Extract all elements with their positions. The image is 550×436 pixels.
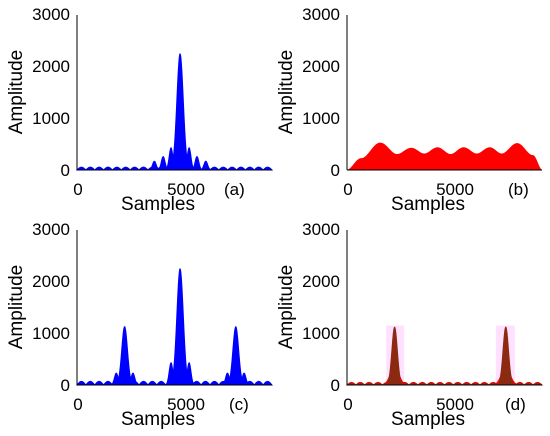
panel-b-tag: (b) — [508, 180, 529, 199]
panel-d-ytick: 1000 — [302, 324, 340, 343]
panel-c-xlabel: Samples — [121, 409, 195, 430]
panel-b-ylabel: Amplitude — [276, 50, 297, 135]
panel-c-ytick: 1000 — [32, 324, 70, 343]
series-area — [75, 53, 274, 171]
panel-d-tag: (d) — [505, 395, 526, 414]
panel-b-ytick: 2000 — [302, 57, 340, 76]
panel-c-ylabel: Amplitude — [6, 265, 27, 350]
panel-a-ylabel: Amplitude — [6, 50, 27, 135]
panel-d-ytick: 2000 — [302, 272, 340, 291]
panel-b-xtick: 5000 — [436, 180, 474, 199]
panel-a-xtick: 0 — [73, 180, 82, 199]
panel-b-xtick: 0 — [343, 180, 352, 199]
panel-b-plot — [346, 142, 543, 171]
series-area — [75, 268, 274, 386]
panel-d-ylabel: Amplitude — [276, 265, 297, 350]
panel-c-xtick: 0 — [73, 395, 82, 414]
panel-c-xtick: 5000 — [167, 395, 205, 414]
panel-a-ytick: 3000 — [32, 5, 70, 24]
panel-d-ytick: 0 — [331, 376, 340, 395]
panel-a-ytick: 0 — [61, 161, 70, 180]
panel-c: 3000 2000 1000 0 0 5000 (c) Samples Ampl… — [6, 220, 274, 430]
panel-d-plot — [345, 325, 544, 386]
panel-c-tag: (c) — [229, 395, 249, 414]
series-area — [346, 142, 543, 171]
panel-a-xlabel: Samples — [121, 194, 195, 215]
panel-d-xlabel: Samples — [391, 409, 465, 430]
panel-b-ytick: 1000 — [302, 109, 340, 128]
panel-b-ytick: 0 — [331, 161, 340, 180]
panel-c-ytick: 0 — [61, 376, 70, 395]
panel-b-ytick: 3000 — [302, 5, 340, 24]
panel-a-ytick: 2000 — [32, 57, 70, 76]
panel-a-plot — [75, 53, 274, 171]
panel-c-plot — [75, 268, 274, 386]
panel-a-xtick: 5000 — [167, 180, 205, 199]
panel-b-xlabel: Samples — [391, 194, 465, 215]
panel-a: 3000 2000 1000 0 0 5000 (a) Samples Ampl… — [6, 5, 274, 215]
panel-d-ytick: 3000 — [302, 220, 340, 239]
panel-a-tag: (a) — [224, 180, 245, 199]
panel-d-xtick: 0 — [343, 395, 352, 414]
panel-d: 3000 2000 1000 0 0 5000 (d) Samples Ampl… — [276, 220, 544, 430]
panel-c-ytick: 3000 — [32, 220, 70, 239]
panel-a-ytick: 1000 — [32, 109, 70, 128]
panel-c-ytick: 2000 — [32, 272, 70, 291]
panel-d-xtick: 5000 — [436, 395, 474, 414]
panel-b: 3000 2000 1000 0 0 5000 (b) Samples Ampl… — [276, 5, 543, 215]
